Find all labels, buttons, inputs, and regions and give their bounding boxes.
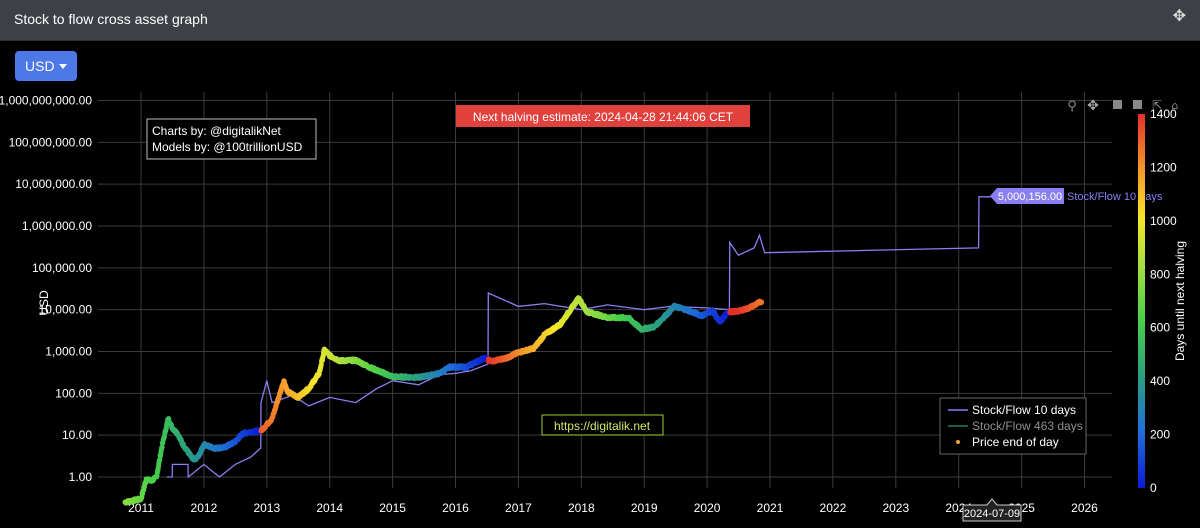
colorbar-tick-label: 800 xyxy=(1150,267,1170,281)
x-tick-label: 2021 xyxy=(757,501,784,515)
autoscale-icon[interactable]: ⇱ xyxy=(1152,98,1162,112)
y-tick-label: 1,000,000.00 xyxy=(22,219,92,233)
y-axis-ticks: 1.00 10.00 100.00 1,000.00 10,000.00 100,000.… xyxy=(0,94,92,485)
colorbar-tick-label: 600 xyxy=(1150,321,1170,335)
y-tick-label: 100.00 xyxy=(55,386,92,400)
x-tick-label: 2019 xyxy=(631,501,658,515)
y-tick-label: 1.00 xyxy=(69,470,93,484)
y-axis-label: USD xyxy=(37,290,51,316)
legend-label-sf10: Stock/Flow 10 days xyxy=(972,403,1076,417)
currency-dropdown[interactable]: USD xyxy=(15,51,77,81)
zoom-icon[interactable]: ⚲ xyxy=(1067,99,1077,114)
colorbar-tick-label: 400 xyxy=(1150,374,1170,388)
x-tick-label: 2013 xyxy=(253,501,280,515)
x-tick-label: 2012 xyxy=(191,501,218,515)
halving-estimate-annotation: Next halving estimate: 2024-04-28 21:44:… xyxy=(456,105,750,127)
y-tick-label: 10,000.00 xyxy=(39,303,93,317)
y-tick-label: 10,000,000.00 xyxy=(15,177,92,191)
x-tick-label: 2020 xyxy=(694,501,721,515)
y-tick-label: 100,000.00 xyxy=(32,261,92,275)
title-bar: Stock to flow cross asset graph ✥ xyxy=(0,0,1200,41)
currency-label: USD xyxy=(25,58,55,74)
legend-label-price: Price end of day xyxy=(972,435,1059,449)
colorbar-tick-label: 200 xyxy=(1150,428,1170,442)
legend: Stock/Flow 10 days Stock/Flow 463 days P… xyxy=(939,397,1087,455)
hover-value: 5,000,156.00 xyxy=(998,191,1062,203)
x-axis-ticks: 2011 2012 2013 2014 2015 2016 2017 2018 2019 2020… xyxy=(128,501,1098,515)
hover-date-text: 2024-07-09 xyxy=(964,508,1020,520)
credits-line-1: Charts by: @digitalikNet xyxy=(152,124,282,138)
colorbar: 0 200 400 600 800 1000 1200 1400 Days until nex… xyxy=(1138,107,1187,495)
window-title: Stock to flow cross asset graph xyxy=(14,11,208,27)
legend-item-price[interactable]: Price end of day xyxy=(956,435,1059,449)
hover-tooltip: 5,000,156.00 Stock/Flow 10 days xyxy=(990,188,1163,204)
pan-icon[interactable]: ✥ xyxy=(1087,98,1099,114)
series-layer xyxy=(122,196,992,506)
legend-item-sf463[interactable]: Stock/Flow 463 days xyxy=(948,419,1083,433)
website-text: https://digitalik.net xyxy=(554,419,651,433)
price-point xyxy=(758,299,765,305)
x-tick-label: 2017 xyxy=(505,501,532,515)
colorbar-tick-label: 0 xyxy=(1150,481,1157,495)
colorbar-title: Days until next halving xyxy=(1173,241,1187,361)
price-point xyxy=(159,444,165,450)
hover-date-label: 2024-07-09 xyxy=(962,498,1022,522)
halving-estimate-text: Next halving estimate: 2024-04-28 21:44:… xyxy=(473,110,734,124)
website-annotation: https://digitalik.net xyxy=(541,414,664,436)
chevron-down-icon xyxy=(59,64,67,69)
x-tick-label: 2026 xyxy=(1071,501,1098,515)
stock-to-flow-chart[interactable]: 1.00 10.00 100.00 1,000.00 10,000.00 100,000.… xyxy=(0,92,1200,528)
move-arrows-icon[interactable]: ✥ xyxy=(1172,8,1186,25)
colorbar-tick-label: 1400 xyxy=(1150,107,1177,121)
zoom-in-icon[interactable] xyxy=(1113,100,1122,109)
reset-axes-icon[interactable]: ⌂ xyxy=(1172,99,1179,112)
x-tick-label: 2022 xyxy=(820,501,847,515)
y-tick-label: 1,000,000,000.00 xyxy=(0,94,92,108)
x-tick-label: 2023 xyxy=(882,501,909,515)
y-tick-label: 1,000.00 xyxy=(45,345,92,359)
credits-line-2: Models by: @100trillionUSD xyxy=(152,140,303,154)
x-tick-label: 2018 xyxy=(568,501,595,515)
legend-item-sf10[interactable]: Stock/Flow 10 days xyxy=(948,403,1076,417)
credits-annotation: Charts by: @digitalikNet Models by: @100… xyxy=(146,118,317,160)
modebar: ⚲ ✥ ⇱ ⌂ xyxy=(1067,98,1178,114)
y-tick-label: 100,000,000.00 xyxy=(9,135,93,149)
zoom-out-icon[interactable] xyxy=(1133,100,1142,109)
x-tick-label: 2015 xyxy=(379,501,406,515)
y-tick-label: 10.00 xyxy=(62,428,92,442)
x-tick-label: 2014 xyxy=(316,501,343,515)
price-point xyxy=(157,457,163,463)
colorbar-tick-label: 1200 xyxy=(1150,160,1177,174)
x-tick-label: 2016 xyxy=(442,501,469,515)
legend-label-sf463: Stock/Flow 463 days xyxy=(972,419,1083,433)
colorbar-tick-label: 1000 xyxy=(1150,214,1177,228)
hover-series-name: Stock/Flow 10 days xyxy=(1067,191,1163,203)
x-tick-label: 2011 xyxy=(128,501,154,515)
